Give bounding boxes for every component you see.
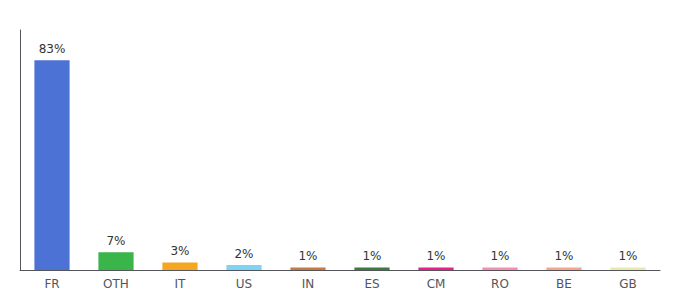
svg-text:1%: 1% [490, 249, 509, 263]
svg-text:IN: IN [302, 277, 315, 291]
svg-text:7%: 7% [106, 234, 125, 248]
svg-text:83%: 83% [39, 42, 66, 56]
svg-text:3%: 3% [170, 244, 189, 258]
svg-text:OTH: OTH [103, 277, 129, 291]
svg-text:BE: BE [556, 277, 572, 291]
svg-text:IT: IT [175, 277, 187, 291]
svg-text:1%: 1% [362, 249, 381, 263]
svg-text:FR: FR [44, 277, 59, 291]
svg-text:US: US [236, 277, 252, 291]
svg-text:2%: 2% [234, 247, 253, 261]
svg-text:RO: RO [491, 277, 509, 291]
svg-text:GB: GB [619, 277, 637, 291]
svg-text:1%: 1% [554, 249, 573, 263]
svg-text:1%: 1% [298, 249, 317, 263]
svg-text:1%: 1% [426, 249, 445, 263]
svg-text:CM: CM [427, 277, 446, 291]
svg-text:ES: ES [364, 277, 379, 291]
svg-text:1%: 1% [618, 249, 637, 263]
